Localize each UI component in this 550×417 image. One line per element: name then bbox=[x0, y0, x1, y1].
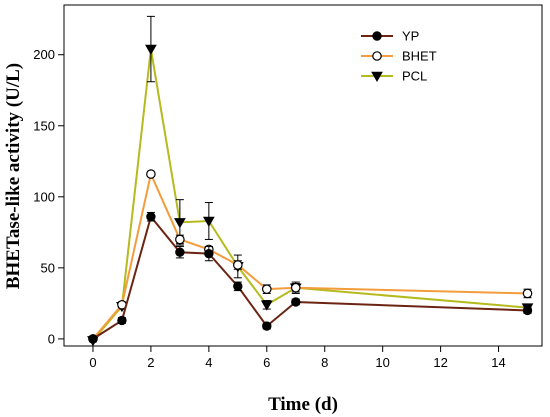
bhet-point bbox=[522, 288, 533, 299]
pcl-point bbox=[202, 216, 215, 227]
y-axis-title: BHETase-like activity (U/L) bbox=[3, 63, 24, 289]
pcl-line bbox=[92, 48, 528, 341]
series-layer bbox=[87, 15, 534, 347]
y-tick-label: 0 bbox=[48, 331, 55, 346]
bhet-point bbox=[175, 234, 185, 245]
yp-point bbox=[291, 297, 301, 307]
yp-point bbox=[262, 321, 272, 331]
bhet-point bbox=[261, 284, 272, 294]
y-tick-label: 200 bbox=[33, 47, 55, 62]
y-tick-label: 50 bbox=[41, 260, 55, 275]
y-axis: 0 50 100 150 200 bbox=[33, 47, 64, 346]
x-tick-label: 4 bbox=[205, 355, 212, 370]
x-tick-label: 2 bbox=[147, 355, 154, 370]
yp-point bbox=[175, 247, 185, 257]
yp-point bbox=[117, 315, 127, 326]
yp-point bbox=[88, 334, 98, 344]
bhet-point bbox=[233, 260, 243, 270]
pcl-point bbox=[145, 44, 157, 56]
legend-marker-yp bbox=[372, 31, 382, 41]
legend-label-yp: YP bbox=[402, 29, 419, 44]
x-tick-label: 12 bbox=[433, 355, 447, 370]
x-axis: 0 2 4 6 8 10 12 14 bbox=[89, 346, 506, 370]
x-tick-label: 6 bbox=[263, 355, 270, 370]
bhet-point bbox=[146, 169, 156, 179]
yp-line bbox=[92, 214, 528, 340]
yp-point bbox=[204, 248, 214, 259]
yp-point bbox=[146, 212, 156, 222]
yp-point bbox=[522, 305, 533, 316]
legend-label-bhet: BHET bbox=[402, 49, 437, 64]
legend-label-pcl: PCL bbox=[402, 69, 427, 84]
y-tick-label: 150 bbox=[33, 118, 55, 133]
yp-point bbox=[233, 281, 243, 292]
x-axis-title: Time (d) bbox=[268, 394, 338, 415]
legend: YP BHET PCL bbox=[361, 29, 437, 84]
x-tick-label: 10 bbox=[375, 355, 389, 370]
bhet-point bbox=[290, 282, 301, 293]
x-tick-label: 14 bbox=[491, 355, 505, 370]
bhet-line bbox=[92, 170, 528, 340]
x-tick-label: 0 bbox=[89, 355, 96, 370]
legend-marker-bhet bbox=[372, 51, 382, 61]
legend-marker-pcl bbox=[371, 71, 383, 83]
y-tick-label: 100 bbox=[33, 189, 55, 204]
pcl-point bbox=[260, 300, 273, 311]
pcl-point bbox=[174, 218, 186, 229]
x-tick-label: 8 bbox=[321, 355, 328, 370]
plot-frame bbox=[63, 4, 543, 347]
bhet-series bbox=[88, 169, 533, 344]
yp-series bbox=[88, 211, 533, 344]
